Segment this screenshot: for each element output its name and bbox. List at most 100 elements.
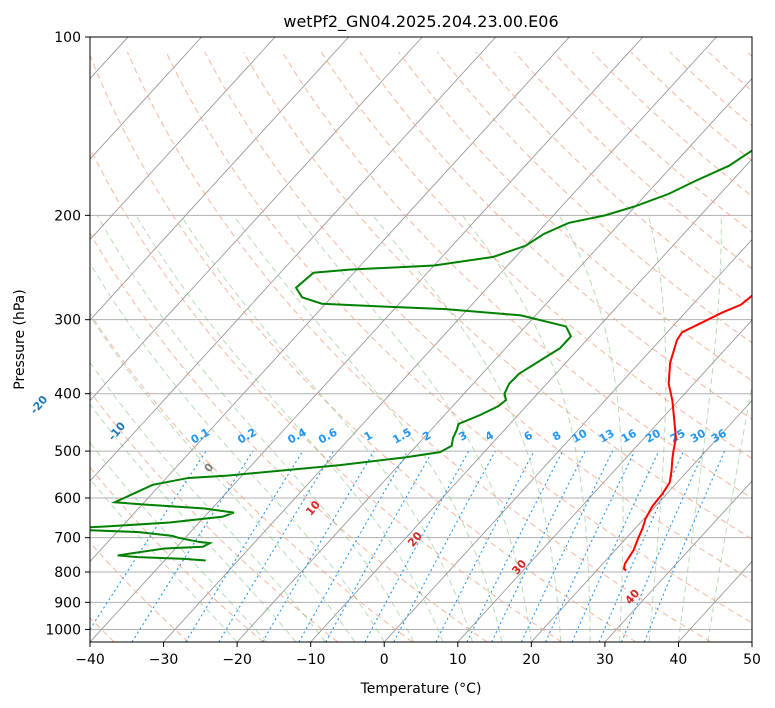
- dry-adiabat-130: [475, 51, 752, 307]
- mixing-ratio-label: 13: [597, 427, 617, 446]
- moist-adiabat-8: [135, 215, 444, 642]
- y-tick-label: 100: [54, 30, 81, 46]
- mixing-ratio-line-3: [364, 450, 470, 642]
- dry-adiabat-label: -10: [106, 419, 129, 443]
- isotherm-40: [678, 560, 752, 642]
- dry-adiabat-90: [320, 51, 752, 460]
- moist-adiabat-24: [372, 215, 562, 642]
- dry-adiabat-10: [90, 232, 488, 642]
- dry-adiabat-200: [746, 51, 752, 57]
- x-tick-label: 30: [596, 652, 614, 668]
- isoline-labels-layer: 0.10.20.40.611.52346810131620253036-100-…: [28, 393, 729, 607]
- x-tick-label: 0: [380, 652, 389, 668]
- y-tick-label: 800: [54, 565, 81, 581]
- dry-adiabat-30: [90, 53, 637, 642]
- mixing-ratio-label: 8: [550, 429, 563, 444]
- dry-adiabat-label: 10: [303, 498, 323, 518]
- mixing-ratio-label: 0.1: [189, 426, 212, 447]
- y-tick-label: 900: [54, 595, 81, 611]
- mixing-ratio-label: 30: [688, 427, 708, 446]
- dry-adiabat-label: 20: [405, 529, 425, 549]
- dry-adiabat-label: 30: [509, 557, 529, 577]
- mixing-ratio-line-10: [491, 450, 586, 642]
- temperature-line: [622, 294, 752, 572]
- y-tick-label: 1000: [45, 622, 81, 638]
- mixing-ratio-line-4: [393, 450, 496, 642]
- y-tick-label: 700: [54, 531, 81, 547]
- dry-adiabat--10: [90, 390, 339, 642]
- mixing-ratio-line-6: [435, 450, 535, 642]
- mixing-ratio-line-16: [545, 450, 636, 642]
- x-tick-label: −20: [222, 652, 252, 668]
- mixing-ratio-line-1: [262, 450, 375, 642]
- dry-adiabat-110: [398, 51, 752, 382]
- mixing-ratio-line-0.6: [218, 450, 335, 642]
- y-axis-title: Pressure (hPa): [12, 289, 28, 389]
- moist-adiabat-16: [233, 215, 503, 642]
- isotherm--30: [163, 37, 717, 642]
- lines-layer: [90, 51, 752, 642]
- isotherm--40: [90, 37, 644, 642]
- dry-adiabat-190: [708, 51, 752, 92]
- dry-adiabat-140: [514, 51, 752, 270]
- series-layer: [90, 149, 752, 572]
- x-tick-label: −40: [75, 652, 105, 668]
- dry-adiabat-0: [90, 312, 413, 642]
- mixing-ratio-label: 20: [643, 427, 663, 446]
- moist-adiabat-44: [707, 382, 752, 642]
- moist-adiabat--20: [90, 478, 238, 642]
- chart-title: wetPf2_GN04.2025.204.23.00.E06: [283, 12, 558, 32]
- isotherm--60: [90, 37, 497, 482]
- y-tick-label: 200: [54, 208, 81, 224]
- isotherm-20: [531, 399, 752, 642]
- mixing-ratio-label: 2: [420, 429, 433, 444]
- mixing-ratio-line-25: [598, 450, 684, 642]
- mixing-ratio-line-2: [325, 450, 434, 642]
- dry-adiabat-20: [90, 146, 562, 642]
- mixing-ratio-line-20: [571, 450, 660, 642]
- isotherm-50: [751, 641, 752, 642]
- moist-adiabat-4: [96, 215, 415, 642]
- isotherm--10: [310, 158, 752, 642]
- mixing-ratio-line-0.4: [185, 450, 304, 642]
- mixing-ratio-line-36: [643, 450, 726, 642]
- mixing-ratio-line-0.1: [90, 450, 207, 631]
- isotherm-10: [457, 319, 752, 642]
- dry-adiabat-70: [243, 51, 752, 540]
- dewpoint-line: [90, 149, 752, 562]
- dry-adiabat-160: [591, 51, 752, 198]
- x-tick-label: −30: [149, 652, 179, 668]
- x-tick-label: 50: [743, 652, 761, 668]
- x-tick-label: 10: [449, 652, 467, 668]
- plot-frame: [89, 36, 753, 643]
- isotherm--20: [236, 77, 752, 642]
- dry-adiabat-label: -20: [28, 393, 51, 417]
- x-tick-label: 20: [522, 652, 540, 668]
- dry-adiabat-120: [436, 51, 752, 344]
- x-tick-label: −10: [296, 652, 326, 668]
- moist-adiabat-40: [677, 215, 722, 642]
- isotherm--90: [90, 37, 276, 241]
- moist-adiabat-0: [90, 262, 385, 642]
- mixing-ratio-label: 0.4: [285, 425, 309, 446]
- y-tick-label: 600: [54, 491, 81, 507]
- mixing-ratio-line-13: [520, 450, 614, 642]
- dry-adiabat-170: [630, 51, 752, 162]
- y-tick-label: 400: [54, 387, 81, 403]
- dry-adiabat-150: [553, 51, 752, 233]
- y-tick-label: 500: [54, 444, 81, 460]
- moist-adiabat-32: [558, 215, 624, 642]
- dry-adiabat-80: [281, 51, 752, 499]
- x-axis-title: Temperature (°C): [360, 681, 482, 697]
- mixing-ratio-label: 16: [619, 427, 639, 446]
- moist-adiabat--4: [90, 314, 356, 642]
- dry-adiabat-40: [126, 51, 712, 642]
- dry-adiabat-100: [359, 51, 752, 420]
- mixing-ratio-label: 10: [570, 427, 590, 446]
- dry-adiabat--20: [90, 466, 264, 642]
- isotherm-30: [604, 480, 752, 642]
- mixing-ratio-label: 0.6: [316, 425, 340, 446]
- mixing-ratio-label: 25: [668, 427, 688, 446]
- mixing-ratio-line-1.5: [298, 450, 409, 642]
